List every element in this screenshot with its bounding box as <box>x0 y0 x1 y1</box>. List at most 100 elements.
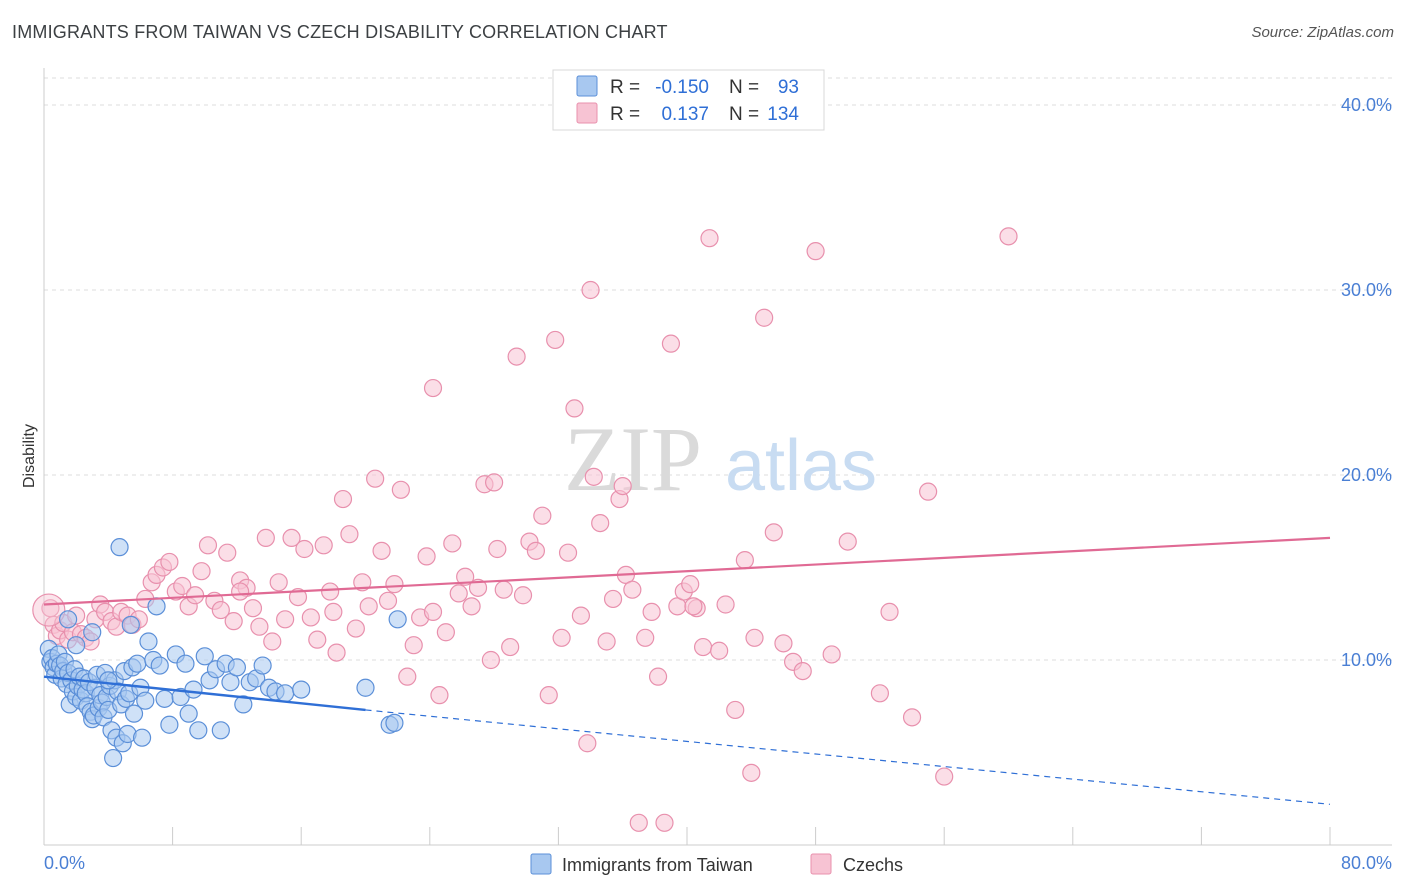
data-point <box>468 578 488 597</box>
data-point <box>324 602 343 622</box>
data-point <box>636 628 655 647</box>
data-point <box>481 650 500 670</box>
data-point <box>231 582 250 601</box>
data-point <box>211 721 230 740</box>
data-point <box>218 543 237 562</box>
data-point <box>173 576 192 596</box>
data-point <box>436 623 455 642</box>
data-point <box>189 721 208 740</box>
data-point <box>603 589 623 609</box>
data-point <box>385 575 404 594</box>
data-point <box>176 654 195 673</box>
stats-n-value-pink: 134 <box>767 104 799 125</box>
stats-r-label-pink: R = <box>610 104 640 125</box>
data-point <box>870 684 890 703</box>
data-point <box>700 229 719 248</box>
data-point <box>385 713 404 733</box>
data-point <box>591 513 610 533</box>
data-point <box>430 686 449 705</box>
data-point <box>198 536 218 555</box>
stats-swatch-pink <box>576 102 598 124</box>
data-point <box>128 654 147 673</box>
data-point <box>327 643 346 662</box>
legend-swatch-czechs <box>810 853 832 875</box>
data-point <box>314 536 333 555</box>
data-point <box>655 813 674 832</box>
data-point <box>935 767 954 786</box>
data-point <box>919 482 938 501</box>
y-tick-label: 30.0% <box>1341 280 1392 300</box>
data-point <box>282 528 301 548</box>
data-point <box>456 567 475 586</box>
data-point <box>388 610 407 629</box>
data-point <box>623 580 642 599</box>
data-point <box>391 480 410 499</box>
data-point <box>308 630 327 649</box>
data-point <box>716 595 735 614</box>
data-point <box>584 467 603 486</box>
data-point <box>276 684 295 703</box>
data-point <box>764 523 783 542</box>
y-axis-label: Disability <box>21 424 38 488</box>
data-point <box>838 532 857 551</box>
data-point <box>110 538 129 557</box>
data-point <box>581 280 600 300</box>
data-point <box>378 591 398 610</box>
data-point <box>292 680 311 699</box>
data-point <box>613 477 632 496</box>
data-point <box>681 575 700 594</box>
trend-lines <box>43 536 1331 805</box>
data-point <box>356 678 375 697</box>
data-point <box>139 632 158 651</box>
data-point <box>501 637 520 657</box>
data-point <box>192 562 211 581</box>
data-point <box>276 610 295 629</box>
data-point <box>179 704 198 723</box>
data-point <box>642 602 661 622</box>
data-point <box>507 347 526 366</box>
stats-r-label-blue: R = <box>610 77 640 98</box>
data-point <box>104 748 123 768</box>
data-point <box>710 641 729 660</box>
data-point <box>693 637 713 657</box>
data-point <box>321 582 340 601</box>
taiwan-points <box>39 538 407 768</box>
trend-line-taiwan-extension <box>365 709 1331 805</box>
data-point <box>726 700 745 720</box>
y-tick-labels: 10.0% 20.0% 30.0% 40.0% <box>1341 95 1392 670</box>
data-point <box>999 227 1018 246</box>
data-point <box>755 308 774 327</box>
stats-r-value-blue: -0.150 <box>655 77 709 98</box>
legend-label-czechs: Czechs <box>843 855 903 875</box>
data-point <box>211 600 230 620</box>
data-point <box>526 541 545 560</box>
y-tick-label: 40.0% <box>1341 95 1392 115</box>
stats-n-label-pink: N = <box>729 104 759 125</box>
data-point <box>227 658 246 677</box>
axes <box>43 68 1392 846</box>
data-point <box>132 728 152 747</box>
data-point <box>423 378 443 398</box>
data-point <box>404 636 423 655</box>
stats-r-value-pink: 0.137 <box>661 104 709 125</box>
stats-swatch-blue <box>576 75 598 97</box>
data-point <box>597 632 616 651</box>
data-point <box>121 615 140 634</box>
data-point <box>488 539 507 559</box>
data-point <box>124 704 144 723</box>
data-point <box>745 628 764 647</box>
data-point <box>186 586 205 605</box>
grid-lines <box>43 77 1392 845</box>
data-point <box>533 506 552 525</box>
data-point <box>333 489 353 509</box>
data-point <box>147 597 166 616</box>
watermark-atlas: atlas <box>725 426 877 506</box>
data-point <box>288 587 308 607</box>
data-point <box>902 708 922 727</box>
data-point <box>793 661 812 681</box>
data-point <box>494 580 513 599</box>
watermark-zip: ZIP <box>564 408 702 510</box>
data-point <box>160 552 179 572</box>
data-point <box>184 680 203 699</box>
